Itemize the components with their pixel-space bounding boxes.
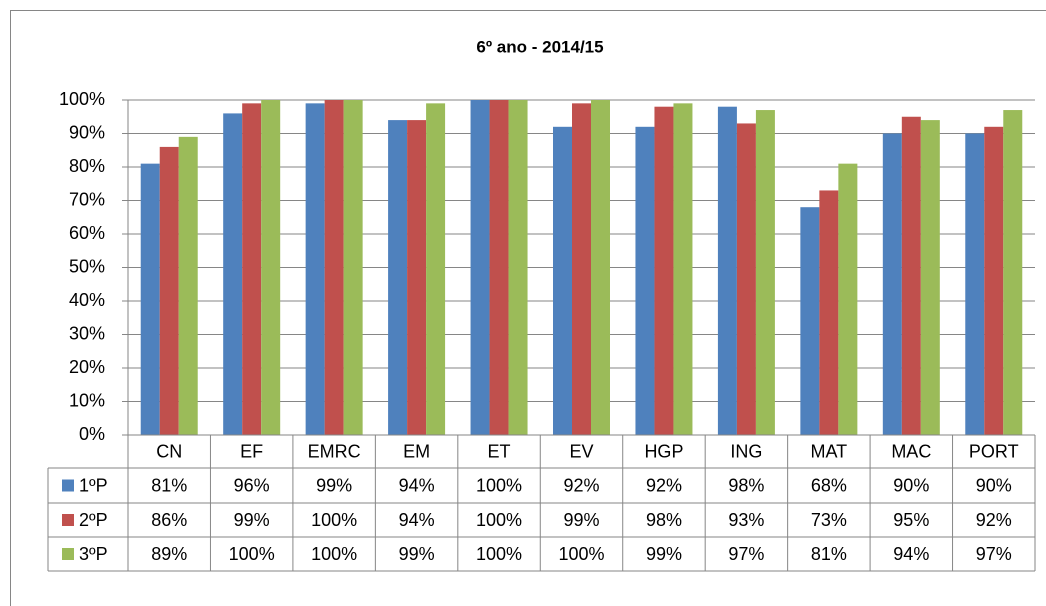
table-cell: 100% <box>476 544 522 564</box>
table-cell: 99% <box>234 510 270 530</box>
x-tick-label: EMRC <box>308 441 361 461</box>
chart-title: 6º ano - 2014/15 <box>476 37 603 56</box>
bar <box>838 163 858 435</box>
legend-swatch <box>62 548 74 560</box>
table-cell: 100% <box>476 510 522 530</box>
legend-swatch <box>62 479 74 492</box>
bar <box>717 106 737 435</box>
x-tick-label: ING <box>730 441 762 461</box>
bar <box>140 163 160 435</box>
table-cell: 98% <box>728 475 764 495</box>
y-tick-label: 40% <box>69 290 105 310</box>
table-cell: 98% <box>646 510 682 530</box>
bar <box>819 190 839 435</box>
bar <box>489 100 509 435</box>
table-cell: 92% <box>563 475 599 495</box>
bar <box>470 100 490 435</box>
table-cell: 94% <box>399 510 435 530</box>
bar <box>984 126 1004 436</box>
bar <box>920 120 940 435</box>
y-tick-label: 20% <box>69 357 105 377</box>
x-tick-label: EV <box>569 441 593 461</box>
x-tick-label: MAT <box>811 441 848 461</box>
x-tick-label: CN <box>156 441 182 461</box>
x-tick-label: PORT <box>969 441 1019 461</box>
table-cell: 99% <box>563 510 599 530</box>
bar <box>800 207 820 435</box>
bar <box>901 116 921 435</box>
bar <box>736 123 756 435</box>
y-tick-label: 100% <box>59 89 105 109</box>
bar <box>572 103 591 435</box>
y-tick-label: 30% <box>69 323 105 343</box>
table-cell: 81% <box>811 544 847 564</box>
bar <box>159 146 179 435</box>
bar <box>508 100 528 435</box>
table-cell: 100% <box>229 544 275 564</box>
y-tick-label: 10% <box>69 390 105 410</box>
bar <box>261 100 281 435</box>
x-tick-label: EM <box>403 441 430 461</box>
bar <box>755 110 775 436</box>
table-cell: 99% <box>316 475 352 495</box>
y-tick-label: 60% <box>69 223 105 243</box>
table-cell: 90% <box>976 475 1012 495</box>
bar <box>1003 110 1023 436</box>
bar <box>673 103 693 435</box>
bar <box>591 100 610 435</box>
table-cell: 92% <box>646 475 682 495</box>
table-cell: 97% <box>976 544 1012 564</box>
table-cell: 100% <box>311 544 357 564</box>
table-cell: 99% <box>646 544 682 564</box>
bar <box>635 126 655 436</box>
bar <box>178 136 198 435</box>
table-cell: 97% <box>728 544 764 564</box>
table-cell: 68% <box>811 475 847 495</box>
y-tick-label: 0% <box>79 424 105 444</box>
table-cell: 92% <box>976 510 1012 530</box>
table-cell: 89% <box>151 544 187 564</box>
bar <box>388 120 408 435</box>
y-tick-label: 80% <box>69 156 105 176</box>
legend-swatch <box>62 514 74 526</box>
table-cell: 94% <box>399 475 435 495</box>
table-cell: 93% <box>728 510 764 530</box>
bar <box>343 100 363 435</box>
table-cell: 100% <box>558 544 604 564</box>
x-tick-label: ET <box>488 441 511 461</box>
table-cell: 94% <box>893 544 929 564</box>
x-tick-label: EF <box>240 441 263 461</box>
table-cell: 96% <box>234 475 270 495</box>
table-cell: 100% <box>311 510 357 530</box>
bar <box>242 103 262 435</box>
table-cell: 86% <box>151 510 187 530</box>
y-tick-label: 90% <box>69 122 105 142</box>
x-tick-label: HGP <box>644 441 683 461</box>
bar <box>553 126 572 436</box>
y-tick-label: 70% <box>69 189 105 209</box>
bar <box>426 103 446 435</box>
bar <box>305 103 325 435</box>
bar <box>965 133 985 435</box>
bar <box>324 100 344 435</box>
bar <box>654 106 674 435</box>
table-cell: 90% <box>893 475 929 495</box>
legend-label: 2ºP <box>79 510 108 530</box>
legend-label: 1ºP <box>79 475 108 495</box>
table-cell: 99% <box>399 544 435 564</box>
x-tick-label: MAC <box>891 441 931 461</box>
table-cell: 81% <box>151 475 187 495</box>
legend-label: 3ºP <box>79 544 108 564</box>
bar <box>223 113 243 436</box>
table-cell: 100% <box>476 475 522 495</box>
table-cell: 95% <box>893 510 929 530</box>
bar <box>407 120 427 435</box>
bar <box>882 133 902 435</box>
y-tick-label: 50% <box>69 256 105 276</box>
table-cell: 73% <box>811 510 847 530</box>
